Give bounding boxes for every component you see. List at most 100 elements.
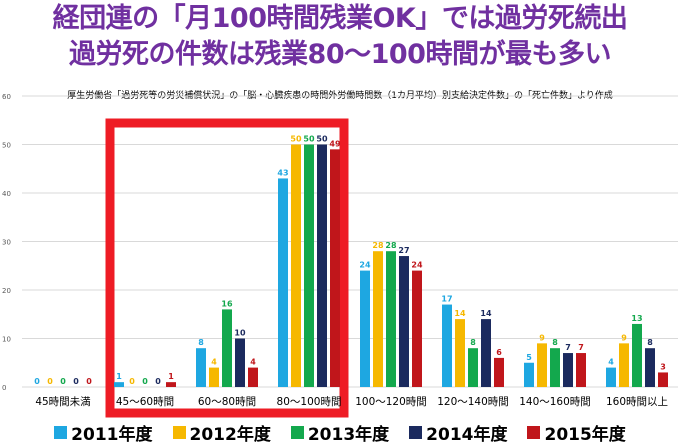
data-label: 13	[631, 314, 642, 323]
data-label: 14	[480, 309, 492, 318]
data-label: 0	[60, 377, 66, 386]
legend-label: 2011年度	[71, 425, 153, 445]
data-label: 4	[211, 358, 217, 367]
data-label: 0	[142, 377, 148, 386]
legend-swatch	[290, 426, 304, 439]
bar	[576, 353, 586, 387]
x-tick-label: 120～140時間	[437, 396, 509, 408]
bar	[278, 178, 288, 387]
bar	[248, 367, 258, 387]
legend-label: 2012年度	[189, 425, 271, 445]
legend-swatch	[527, 426, 541, 439]
data-label: 7	[578, 343, 584, 352]
data-label: 49	[329, 139, 341, 148]
bar	[606, 367, 616, 387]
data-label: 50	[316, 135, 328, 144]
bar	[373, 251, 383, 387]
data-label: 0	[155, 377, 161, 386]
x-tick-label: 45時間未満	[35, 396, 91, 408]
legend-item: 2012年度	[172, 420, 271, 445]
data-label: 24	[359, 261, 371, 270]
bar	[537, 343, 547, 387]
data-label: 17	[441, 295, 452, 304]
legend-swatch	[409, 426, 423, 439]
bar	[330, 149, 340, 387]
bar	[412, 270, 422, 387]
data-label: 28	[372, 241, 384, 250]
bar	[632, 323, 642, 387]
bar	[645, 348, 655, 387]
page-title-line-2: 過労死の件数は残業80～100時間が最も多い	[69, 39, 611, 70]
bar	[114, 382, 124, 387]
bar	[196, 348, 206, 387]
bar	[442, 304, 452, 387]
bar	[399, 256, 409, 387]
bar	[494, 357, 504, 387]
data-label: 8	[198, 338, 204, 347]
bar	[481, 319, 491, 387]
x-tick-label: 60～80時間	[198, 396, 256, 408]
data-label: 43	[277, 168, 288, 177]
legend-label: 2015年度	[544, 425, 626, 445]
data-label: 14	[454, 309, 466, 318]
legend-swatch	[172, 426, 186, 439]
data-label: 7	[565, 343, 571, 352]
data-label: 4	[250, 358, 256, 367]
legend-swatch	[54, 426, 68, 439]
data-label: 6	[496, 348, 502, 357]
bar	[524, 362, 534, 387]
data-label: 9	[621, 333, 627, 342]
x-tick-label: 140～160時間	[519, 396, 591, 408]
y-tick-label: 60	[2, 93, 11, 101]
data-label: 9	[539, 333, 545, 342]
bar	[291, 144, 301, 387]
page-title-line-1: 経団連の「月100時間残業OK」では過労死続出	[52, 3, 628, 34]
legend-item: 2014年度	[409, 420, 507, 445]
bar	[619, 343, 629, 387]
bar	[209, 367, 219, 387]
legend-label: 2014年度	[426, 425, 508, 445]
y-tick-label: 20	[2, 287, 11, 295]
highlight-box	[105, 118, 349, 418]
legend-item: 2011年度	[54, 420, 153, 445]
y-tick-label: 0	[2, 384, 6, 392]
bar	[222, 309, 232, 387]
bar	[550, 348, 560, 387]
data-label: 28	[385, 241, 397, 250]
x-tick-label: 45～60時間	[116, 396, 174, 408]
legend-label: 2013年度	[307, 425, 390, 445]
bar	[455, 319, 465, 387]
chart-legend: 2011年度 2012年度 2013年度 2014年度 2015年度	[0, 420, 680, 445]
y-tick-label: 50	[2, 142, 11, 150]
data-label: 0	[34, 377, 40, 386]
data-label: 0	[86, 377, 92, 386]
x-tick-label: 80～100時間	[277, 396, 342, 408]
data-label: 8	[647, 338, 653, 347]
y-tick-label: 30	[2, 239, 11, 247]
bar	[360, 270, 370, 387]
bar	[166, 382, 176, 387]
data-label: 4	[608, 358, 614, 367]
data-label: 0	[129, 377, 135, 386]
data-label: 27	[398, 246, 409, 255]
bar	[386, 251, 396, 387]
data-label: 50	[303, 135, 315, 144]
data-label: 0	[47, 377, 53, 386]
bar	[658, 372, 668, 387]
legend-item: 2013年度	[290, 420, 390, 445]
data-label: 8	[552, 338, 558, 347]
y-tick-label: 10	[2, 336, 11, 344]
legend-item: 2015年度	[527, 420, 626, 445]
bar	[235, 338, 245, 387]
data-label: 8	[470, 338, 476, 347]
data-label: 24	[411, 261, 423, 270]
bar	[468, 348, 478, 387]
bar	[563, 353, 573, 387]
data-label: 3	[660, 362, 666, 371]
data-label: 50	[290, 135, 302, 144]
x-tick-label: 160時間以上	[606, 396, 668, 408]
x-tick-label: 100～120時間	[355, 396, 427, 408]
data-label: 10	[234, 329, 246, 338]
bar	[317, 144, 327, 387]
